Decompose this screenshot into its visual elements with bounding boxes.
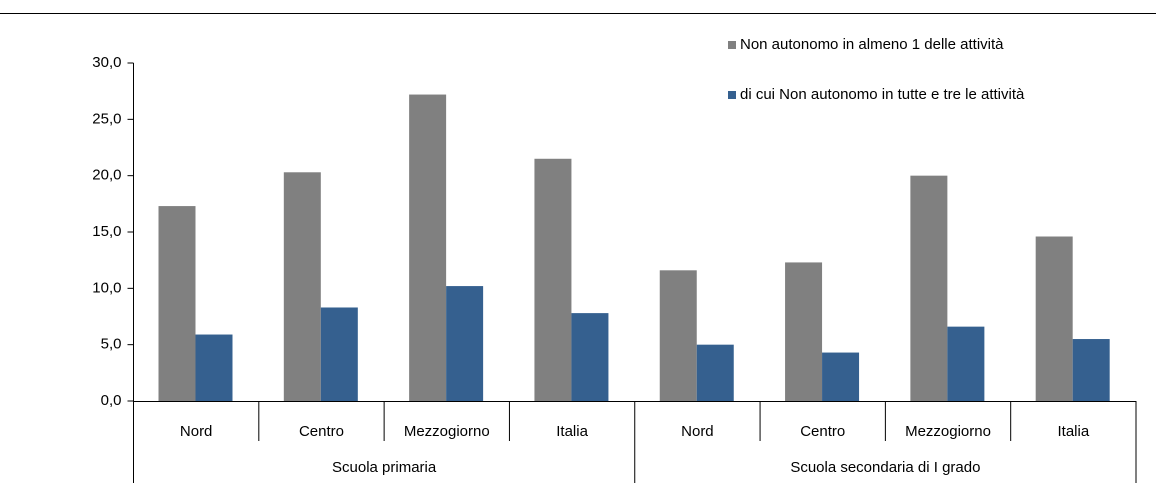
y-tick-label: 20,0 <box>92 167 121 184</box>
x-tick-label: Italia <box>1058 423 1090 440</box>
bar <box>659 270 697 401</box>
bar <box>1035 236 1073 401</box>
bar <box>1072 339 1110 401</box>
bar <box>446 286 484 401</box>
bar <box>822 352 860 401</box>
y-tick-label: 10,0 <box>92 279 121 296</box>
bar <box>320 307 358 401</box>
x-tick-label: Centro <box>299 423 344 440</box>
y-tick-label: 30,0 <box>92 54 121 71</box>
bar <box>947 326 985 401</box>
legend-label: di cui Non autonomo in tutte e tre le at… <box>740 86 1025 103</box>
legend-swatch <box>728 91 736 99</box>
y-tick-label: 15,0 <box>92 223 121 240</box>
legend-label: Non autonomo in almeno 1 delle attività <box>740 36 1004 53</box>
x-tick-label: Mezzogiorno <box>905 423 991 440</box>
bar <box>195 334 233 401</box>
legend-swatch <box>728 41 736 49</box>
bar <box>409 94 447 402</box>
group-label: Scuola primaria <box>332 459 437 476</box>
bar <box>571 313 609 401</box>
y-tick-label: 0,0 <box>101 392 122 409</box>
y-tick-label: 5,0 <box>101 336 122 353</box>
bar <box>696 344 734 401</box>
bar <box>283 172 321 401</box>
x-tick-label: Italia <box>556 423 588 440</box>
x-tick-label: Nord <box>180 423 213 440</box>
bar <box>534 158 572 401</box>
group-label: Scuola secondaria di I grado <box>790 459 980 476</box>
x-tick-label: Mezzogiorno <box>404 423 490 440</box>
bar <box>158 206 196 401</box>
y-tick-label: 25,0 <box>92 110 121 127</box>
bar <box>785 262 823 401</box>
x-tick-label: Centro <box>800 423 845 440</box>
x-tick-label: Nord <box>681 423 714 440</box>
bar <box>910 175 948 401</box>
